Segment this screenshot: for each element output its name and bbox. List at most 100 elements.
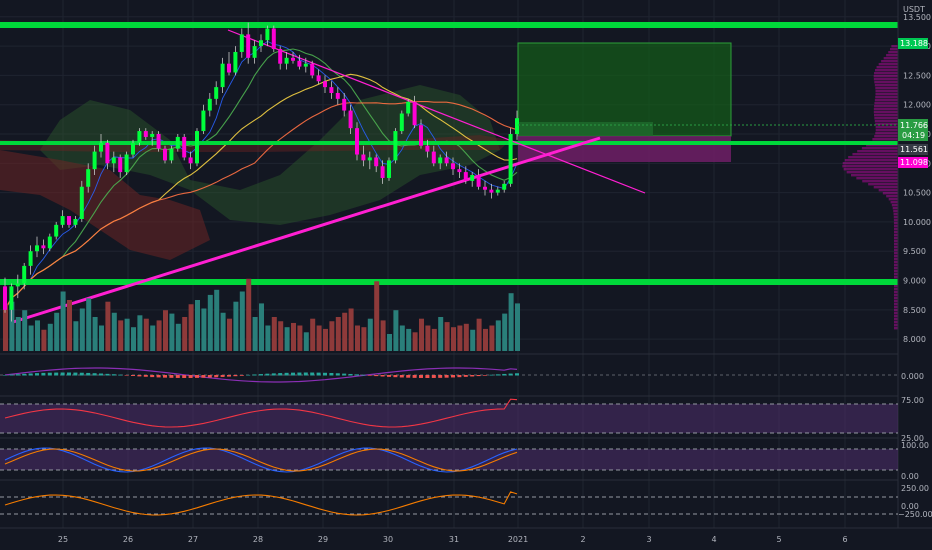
volume-bar	[271, 317, 277, 351]
candle-body	[425, 145, 430, 152]
macd-histogram-bar	[284, 372, 289, 376]
volume-profile-bar	[894, 273, 898, 276]
macd-histogram-bar	[412, 375, 417, 378]
volume-profile-bar	[868, 183, 898, 186]
volume-profile-bar	[893, 225, 898, 228]
candle-body	[124, 154, 129, 173]
time-axis-label: 29	[318, 535, 328, 544]
candle-body	[399, 113, 404, 132]
volume-bar	[3, 304, 8, 351]
volume-bar	[393, 310, 399, 351]
volume-bar	[41, 329, 47, 351]
candle-body	[73, 218, 78, 225]
volume-profile-bar	[891, 204, 898, 207]
macd-histogram-bar	[355, 374, 359, 376]
volume-bar	[265, 325, 271, 351]
support-line-bottom[interactable]	[0, 279, 898, 285]
volume-bar	[86, 298, 92, 351]
volume-bar	[54, 312, 60, 351]
support-line-middle[interactable]	[0, 141, 898, 145]
candle-body	[195, 131, 199, 164]
volume-profile-bar	[875, 126, 898, 129]
price-axis-tick: 8.500	[903, 306, 926, 315]
volume-profile-bar	[894, 264, 898, 267]
volume-profile-bar	[894, 276, 898, 279]
volume-bar	[470, 329, 476, 351]
candle-body	[387, 160, 391, 178]
macd-histogram-bar	[425, 375, 430, 378]
macd-histogram-bar	[220, 375, 225, 377]
volume-profile-bar	[873, 75, 898, 78]
candle-body	[406, 101, 411, 114]
macd-histogram-bar	[41, 372, 46, 376]
macd-histogram-bar	[118, 374, 123, 376]
macd-histogram-bar	[380, 375, 385, 377]
candle-body	[374, 157, 379, 167]
macd-histogram-bar	[342, 373, 347, 376]
volume-bar	[329, 321, 335, 351]
price-axis-tick: 13.500	[903, 13, 931, 22]
volume-profile-bar	[842, 162, 898, 165]
long-target-zone[interactable]	[517, 42, 732, 137]
long-stop-zone[interactable]	[518, 136, 731, 162]
time-axis-label: 27	[188, 535, 198, 544]
volume-profile-bar	[850, 174, 898, 177]
macd-histogram-bar	[182, 375, 187, 378]
macd-histogram-bar	[188, 375, 193, 378]
candle-body	[233, 51, 238, 73]
rsi-axis-tick: 25.00	[901, 434, 924, 443]
candle-body	[393, 131, 398, 161]
volume-bar	[278, 321, 284, 351]
cci-axis: 250.00 0.00 −250.00	[898, 484, 932, 519]
price-axis-currency: USDT	[903, 5, 925, 14]
volume-bar	[79, 308, 85, 351]
volume-bar	[291, 322, 296, 351]
candle-body	[169, 148, 174, 161]
volume-profile-bar	[893, 240, 898, 243]
stoch-axis-tick: 0.00	[901, 472, 919, 481]
candle-body	[214, 87, 219, 99]
candle-body	[495, 189, 500, 193]
volume-profile-bar	[873, 78, 898, 81]
candle-body	[361, 154, 366, 161]
volume-bar	[111, 312, 117, 351]
current-price-badge	[898, 119, 928, 141]
macd-histogram-bar	[3, 375, 7, 376]
volume-profile-bar	[893, 213, 898, 216]
volume-profile-bar	[874, 69, 898, 72]
volume-profile-bar	[862, 180, 898, 183]
candle-body	[227, 63, 231, 73]
stoch-k-line	[4, 447, 518, 473]
ichimoku-cloud	[0, 85, 510, 260]
volume-bar	[515, 303, 520, 351]
volume-bar	[425, 325, 431, 351]
volume-bar	[406, 328, 412, 351]
candle-countdown-label: 04:19	[902, 131, 925, 140]
descending-trendline[interactable]	[227, 29, 646, 194]
macd-histogram-bar	[131, 375, 135, 376]
candle-body	[380, 166, 385, 178]
ascending-trendline[interactable]	[9, 136, 601, 325]
macd-histogram-bar	[47, 372, 52, 376]
volume-bar	[150, 325, 156, 351]
macd-histogram-bar	[92, 373, 97, 376]
target-price-badge	[898, 38, 928, 49]
candle-body	[348, 110, 353, 129]
resistance-line-top[interactable]	[0, 22, 898, 28]
volume-bar	[156, 320, 162, 351]
candle-body	[79, 186, 84, 219]
candle-body	[175, 136, 180, 149]
macd-histogram-bar	[124, 375, 129, 376]
macd-histogram-bar	[73, 372, 78, 376]
candle-body	[143, 131, 148, 137]
stoch-band	[0, 449, 898, 470]
volume-profile-bar	[874, 81, 898, 84]
volume-bar	[35, 320, 40, 351]
rsi-axis: 75.00 25.00	[901, 396, 924, 443]
volume-profile-bar	[873, 114, 898, 117]
volume-profile-bar	[874, 102, 898, 105]
candle-body	[28, 251, 33, 266]
time-axis[interactable]: 25 26 27 28 29 30 31 2021 2 3 4 5 6	[58, 535, 848, 544]
candle-body	[329, 87, 334, 93]
